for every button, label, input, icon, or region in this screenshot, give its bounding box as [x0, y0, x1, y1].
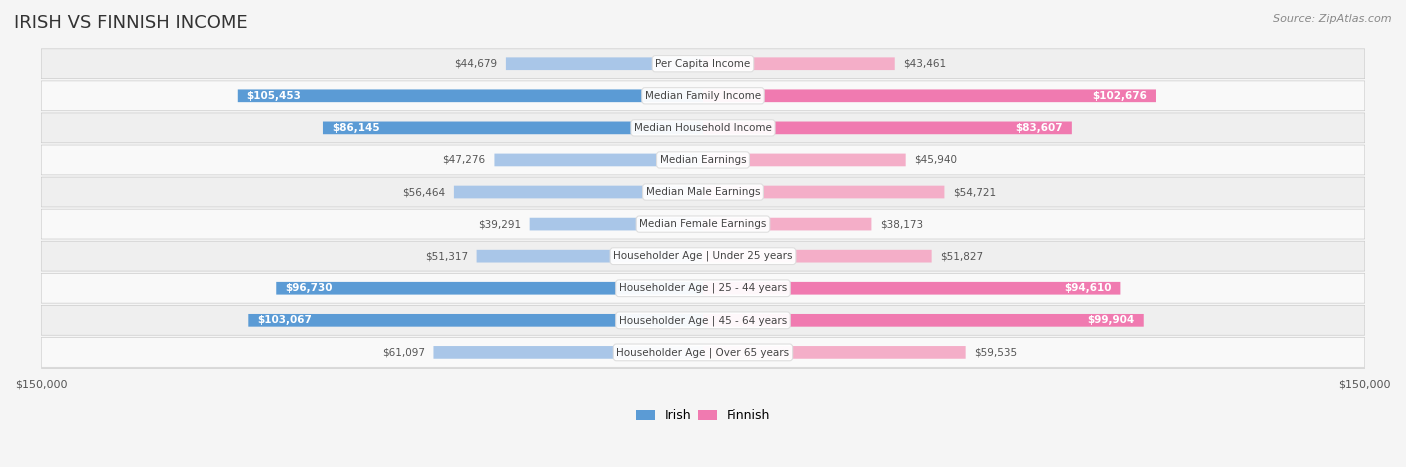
- FancyBboxPatch shape: [323, 121, 703, 134]
- Text: Median Family Income: Median Family Income: [645, 91, 761, 101]
- Text: Median Male Earnings: Median Male Earnings: [645, 187, 761, 197]
- Text: $45,940: $45,940: [914, 155, 957, 165]
- FancyBboxPatch shape: [703, 282, 1121, 295]
- Text: Householder Age | 25 - 44 years: Householder Age | 25 - 44 years: [619, 283, 787, 293]
- Text: Householder Age | Under 25 years: Householder Age | Under 25 years: [613, 251, 793, 262]
- Text: $105,453: $105,453: [246, 91, 301, 101]
- Text: Median Earnings: Median Earnings: [659, 155, 747, 165]
- Text: Householder Age | 45 - 64 years: Householder Age | 45 - 64 years: [619, 315, 787, 325]
- FancyBboxPatch shape: [276, 282, 703, 295]
- Text: $56,464: $56,464: [402, 187, 446, 197]
- FancyBboxPatch shape: [703, 250, 932, 262]
- Text: Householder Age | Over 65 years: Householder Age | Over 65 years: [616, 347, 790, 358]
- FancyBboxPatch shape: [530, 218, 703, 230]
- FancyBboxPatch shape: [238, 90, 703, 102]
- Text: Median Female Earnings: Median Female Earnings: [640, 219, 766, 229]
- FancyBboxPatch shape: [41, 81, 1365, 111]
- Text: $51,317: $51,317: [425, 251, 468, 261]
- Text: $44,679: $44,679: [454, 59, 498, 69]
- Text: $103,067: $103,067: [257, 315, 312, 325]
- FancyBboxPatch shape: [41, 49, 1365, 78]
- FancyBboxPatch shape: [703, 57, 894, 70]
- FancyBboxPatch shape: [433, 346, 703, 359]
- Text: Per Capita Income: Per Capita Income: [655, 59, 751, 69]
- FancyBboxPatch shape: [41, 113, 1365, 143]
- Text: $59,535: $59,535: [974, 347, 1018, 357]
- FancyBboxPatch shape: [454, 186, 703, 198]
- FancyBboxPatch shape: [41, 305, 1365, 335]
- FancyBboxPatch shape: [41, 177, 1365, 207]
- Text: $51,827: $51,827: [941, 251, 984, 261]
- Legend: Irish, Finnish: Irish, Finnish: [631, 404, 775, 427]
- Text: $86,145: $86,145: [332, 123, 380, 133]
- FancyBboxPatch shape: [41, 209, 1365, 239]
- Text: $54,721: $54,721: [953, 187, 997, 197]
- FancyBboxPatch shape: [703, 314, 1143, 327]
- FancyBboxPatch shape: [506, 57, 703, 70]
- Text: $43,461: $43,461: [904, 59, 946, 69]
- Text: $38,173: $38,173: [880, 219, 924, 229]
- FancyBboxPatch shape: [41, 273, 1365, 303]
- FancyBboxPatch shape: [703, 186, 945, 198]
- FancyBboxPatch shape: [703, 218, 872, 230]
- Text: $61,097: $61,097: [381, 347, 425, 357]
- FancyBboxPatch shape: [703, 346, 966, 359]
- Text: $99,904: $99,904: [1088, 315, 1135, 325]
- Text: $102,676: $102,676: [1092, 91, 1147, 101]
- FancyBboxPatch shape: [495, 154, 703, 166]
- FancyBboxPatch shape: [41, 338, 1365, 368]
- Text: Source: ZipAtlas.com: Source: ZipAtlas.com: [1274, 14, 1392, 24]
- FancyBboxPatch shape: [703, 90, 1156, 102]
- FancyBboxPatch shape: [703, 121, 1071, 134]
- Text: $94,610: $94,610: [1064, 283, 1112, 293]
- Text: IRISH VS FINNISH INCOME: IRISH VS FINNISH INCOME: [14, 14, 247, 32]
- FancyBboxPatch shape: [477, 250, 703, 262]
- Text: $47,276: $47,276: [443, 155, 485, 165]
- FancyBboxPatch shape: [703, 154, 905, 166]
- FancyBboxPatch shape: [41, 241, 1365, 271]
- FancyBboxPatch shape: [249, 314, 703, 327]
- Text: $39,291: $39,291: [478, 219, 520, 229]
- Text: Median Household Income: Median Household Income: [634, 123, 772, 133]
- FancyBboxPatch shape: [41, 145, 1365, 175]
- Text: $83,607: $83,607: [1015, 123, 1063, 133]
- Text: $96,730: $96,730: [285, 283, 333, 293]
